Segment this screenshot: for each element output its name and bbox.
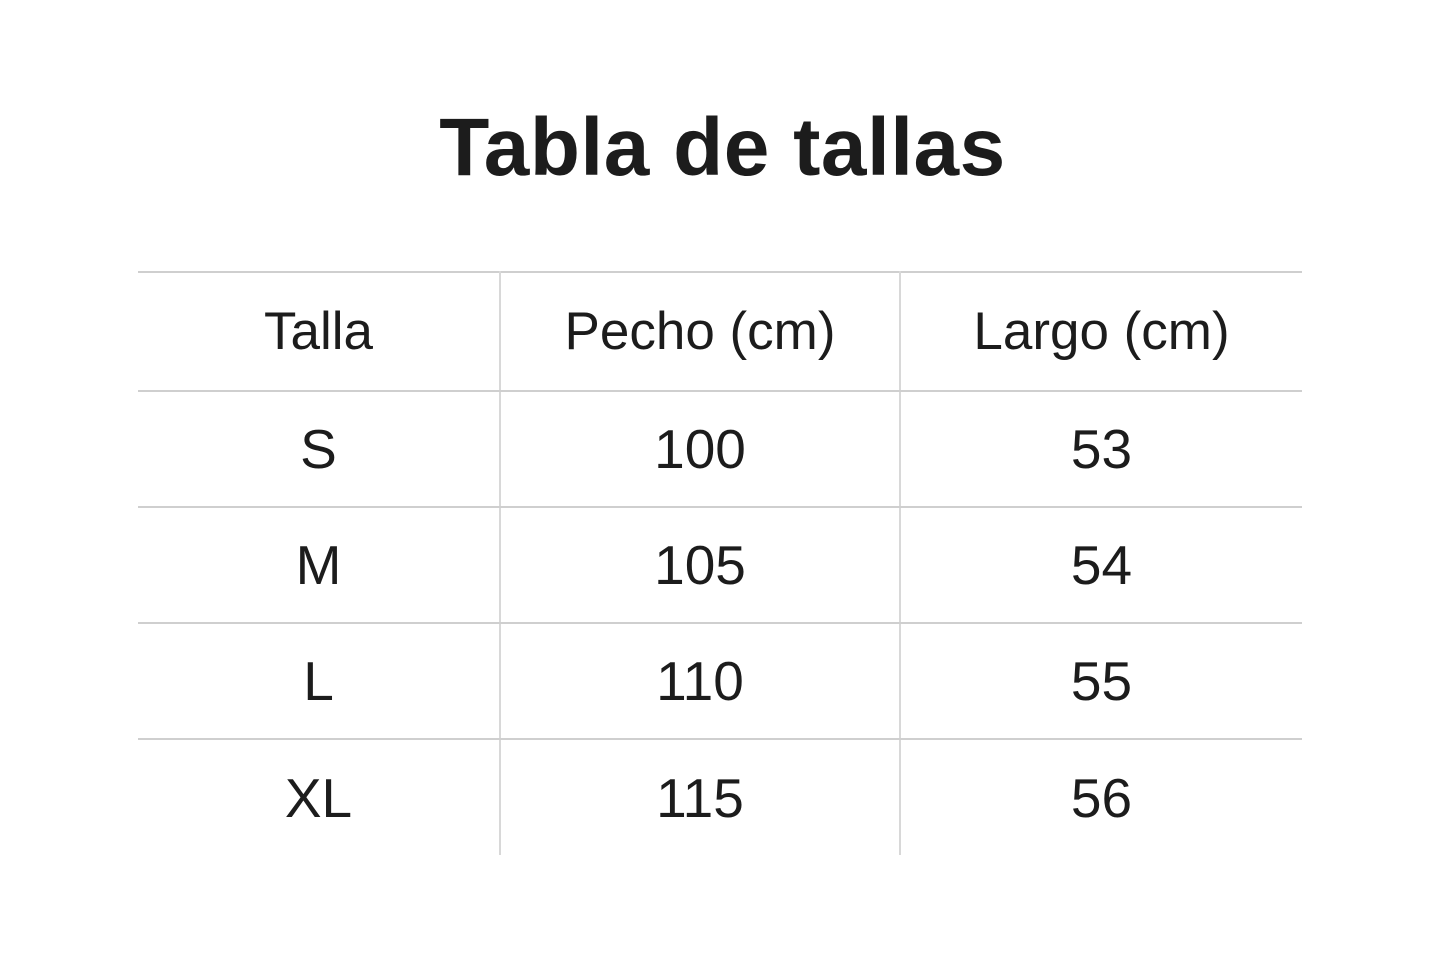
size-chart-table: Talla Pecho (cm) Largo (cm) S 100 53 M 1… <box>138 271 1302 855</box>
cell-pecho: 115 <box>499 739 900 855</box>
cell-pecho: 100 <box>499 391 900 508</box>
cell-largo: 55 <box>899 623 1302 740</box>
cell-largo: 54 <box>899 507 1302 624</box>
page-title: Tabla de tallas <box>439 102 1006 193</box>
table-body: S 100 53 M 105 54 L 110 55 XL 115 56 <box>138 391 1302 855</box>
table-row-l: L 110 55 <box>138 623 1302 740</box>
header-pecho: Pecho (cm) <box>499 272 900 392</box>
table-header: Talla Pecho (cm) Largo (cm) <box>138 272 1302 392</box>
table-row-m: M 105 54 <box>138 507 1302 624</box>
table-row-s: S 100 53 <box>138 391 1302 508</box>
table-header-row: Talla Pecho (cm) Largo (cm) <box>138 272 1302 392</box>
header-talla: Talla <box>138 272 500 392</box>
table-row-xl: XL 115 56 <box>138 739 1302 855</box>
cell-talla: S <box>138 391 500 508</box>
cell-largo: 56 <box>899 739 1302 855</box>
cell-pecho: 110 <box>499 623 900 740</box>
cell-pecho: 105 <box>499 507 900 624</box>
header-largo: Largo (cm) <box>899 272 1302 392</box>
cell-talla: M <box>138 507 500 624</box>
cell-largo: 53 <box>899 391 1302 508</box>
cell-talla: L <box>138 623 500 740</box>
cell-talla: XL <box>284 766 353 829</box>
